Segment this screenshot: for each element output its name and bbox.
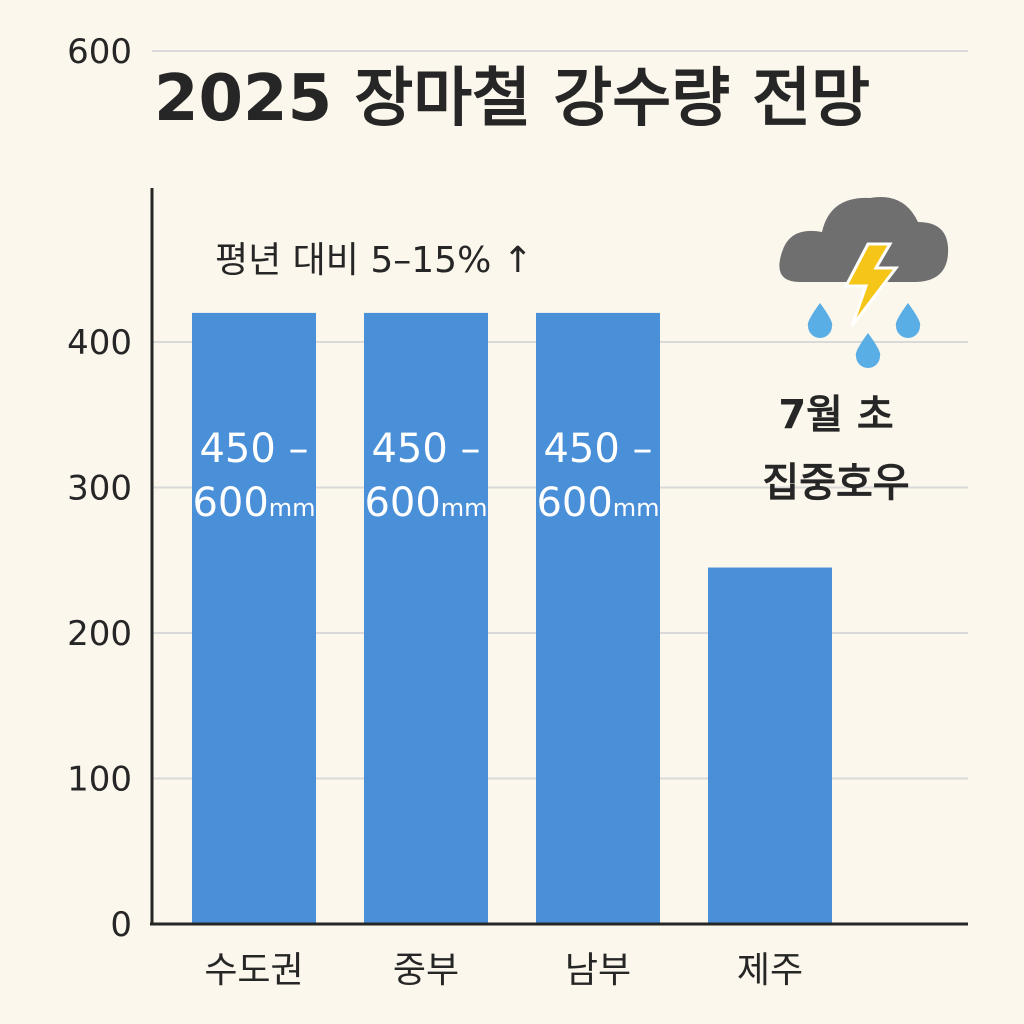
y-tick-label: 300 [67,469,132,509]
bar-data-label: 450 – [199,426,308,472]
x-axis-labels: 수도권 중부 남부 제주 [204,950,803,991]
storm-cloud-icon [779,197,949,368]
x-category-label: 제주 [737,950,803,991]
bar [192,312,316,924]
y-tick-label: 600 [67,32,132,72]
heavy-rain-annotation-line2: 집중호우 [762,460,909,506]
raindrop-icon [807,303,833,338]
bar-data-label: 600mm [536,480,659,526]
y-axis-ticks: 0 100 200 300 400 600 [67,32,132,945]
bar-data-label: 450 – [371,426,480,472]
raindrop-icon [855,333,881,368]
raindrop-icon [895,303,921,338]
y-tick-label: 400 [67,323,132,363]
x-category-label: 남부 [565,950,631,991]
x-category-label: 수도권 [204,950,303,991]
y-tick-label: 100 [67,760,132,800]
chart-title: 2025 장마철 강수량 전망 [154,62,870,136]
bar [708,567,832,924]
increase-annotation: 평년 대비 5–15% ↑ [215,240,533,281]
bar-data-label: 600mm [192,480,315,526]
bar-data-label: 450 – [543,426,652,472]
heavy-rain-annotation-line1: 7월 초 [778,392,893,438]
lightning-icon [843,242,900,327]
y-tick-label: 0 [110,905,132,945]
x-category-label: 중부 [393,950,459,991]
bar [536,312,660,924]
y-tick-label: 200 [67,614,132,654]
bar [364,312,488,924]
